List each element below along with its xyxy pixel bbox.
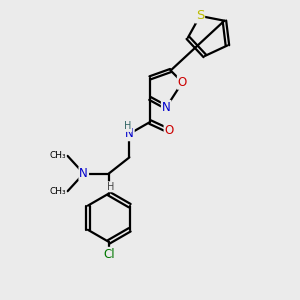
Text: H: H [106, 182, 114, 192]
Text: N: N [80, 167, 88, 180]
Text: H: H [124, 122, 132, 131]
Text: O: O [178, 76, 187, 89]
Text: O: O [164, 124, 174, 137]
Text: N: N [162, 101, 171, 114]
Text: Cl: Cl [103, 248, 115, 261]
Text: S: S [196, 10, 204, 22]
Text: CH₃: CH₃ [50, 187, 66, 196]
Text: CH₃: CH₃ [50, 152, 66, 160]
Text: N: N [125, 127, 134, 140]
